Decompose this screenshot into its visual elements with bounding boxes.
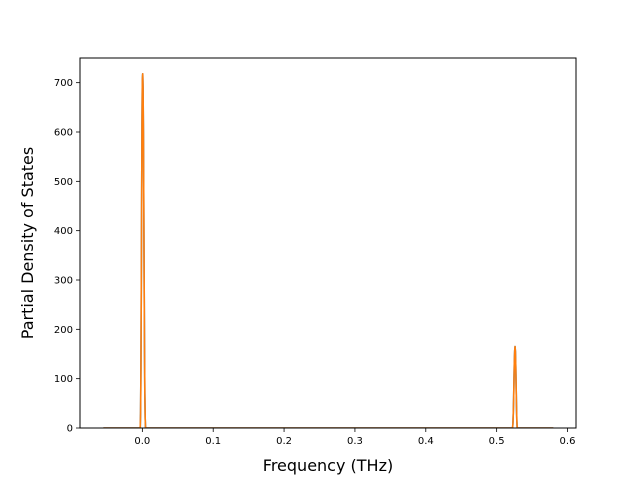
x-tick-label: 0.1 <box>205 436 221 447</box>
y-tick-label: 600 <box>54 128 73 139</box>
x-tick-label: 0.4 <box>418 436 434 447</box>
x-tick-label: 0.3 <box>347 436 363 447</box>
x-axis-ticks: 0.0 0.1 0.2 0.3 0.4 0.5 0.6 <box>134 428 575 447</box>
x-tick-label: 0.6 <box>560 436 576 447</box>
y-tick-label: 100 <box>54 374 73 385</box>
axes-frame <box>79 57 577 429</box>
y-tick-label: 400 <box>54 226 73 237</box>
y-axis-ticks: 0 100 200 300 400 500 600 700 <box>54 78 80 435</box>
y-tick-label: 200 <box>54 325 73 336</box>
y-tick-label: 700 <box>54 78 73 89</box>
y-tick-label: 300 <box>54 276 73 287</box>
x-axis-label: Frequency (THz) <box>263 456 393 475</box>
x-tick-label: 0.5 <box>489 436 505 447</box>
series-line-2 <box>103 72 554 428</box>
axes-background <box>80 58 576 428</box>
x-tick-label: 0.0 <box>134 436 150 447</box>
plot-area <box>79 57 577 429</box>
x-tick-label: 0.2 <box>276 436 292 447</box>
y-tick-label: 0 <box>67 424 73 435</box>
series-layer <box>103 72 554 428</box>
y-axis-label: Partial Density of States <box>18 147 37 339</box>
y-tick-label: 500 <box>54 177 73 188</box>
